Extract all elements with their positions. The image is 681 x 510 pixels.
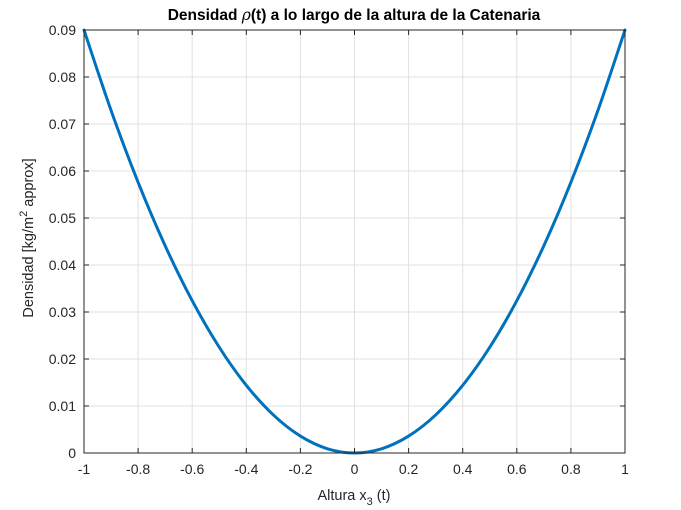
x-tick-label: -0.8 xyxy=(126,461,150,477)
y-tick-label: 0.06 xyxy=(49,163,76,179)
y-axis-label-tail: approx] xyxy=(21,158,37,210)
y-tick-label: 0.04 xyxy=(49,257,76,273)
y-tick-label: 0.09 xyxy=(49,22,76,38)
chart-title: Densidad ρ(t) a lo largo de la altura de… xyxy=(168,6,541,24)
x-axis-label: Altura x3 (t) xyxy=(317,488,390,508)
x-tick-label: 0.4 xyxy=(453,461,473,477)
y-tick-label: 0.01 xyxy=(49,398,76,414)
x-axis-label-subscript: 3 xyxy=(367,496,373,508)
x-tick-label: 1 xyxy=(621,461,629,477)
y-tick-label: 0.03 xyxy=(49,304,76,320)
x-tick-label: 0.2 xyxy=(399,461,419,477)
y-axis-label-main: Densidad [kg/m xyxy=(21,217,37,318)
x-tick-label: -0.6 xyxy=(180,461,204,477)
y-tick-label: 0.05 xyxy=(49,210,76,226)
y-tick-labels: 0 0.01 0.02 0.03 0.04 0.05 0.06 0.07 0.08 0.09 xyxy=(49,22,76,461)
y-tick-label: 0.08 xyxy=(49,69,76,85)
tick-marks xyxy=(83,29,626,454)
y-tick-label: 0 xyxy=(68,445,76,461)
y-axis-label: Densidad [kg/m2 approx] xyxy=(18,158,37,317)
x-tick-label: -1 xyxy=(78,461,91,477)
x-axis-label-tail: (t) xyxy=(373,488,391,504)
x-tick-label: -0.4 xyxy=(234,461,258,477)
x-tick-label: 0.6 xyxy=(507,461,527,477)
x-axis-label-main: Altura x xyxy=(317,488,367,504)
y-tick-label: 0.07 xyxy=(49,116,76,132)
x-tick-labels: -1 -0.8 -0.6 -0.4 -0.2 0 0.2 0.4 0.6 0.8 1 xyxy=(78,461,629,477)
chart-title-suffix: (t) a lo largo de la altura de la Catena… xyxy=(251,7,541,24)
x-tick-label: 0.8 xyxy=(561,461,581,477)
x-tick-label: -0.2 xyxy=(288,461,312,477)
chart-title-symbol: ρ xyxy=(241,6,251,24)
x-tick-label: 0 xyxy=(351,461,359,477)
y-tick-label: 0.02 xyxy=(49,351,76,367)
y-axis-label-superscript: 2 xyxy=(18,211,30,217)
chart-title-prefix: Densidad xyxy=(168,7,242,24)
